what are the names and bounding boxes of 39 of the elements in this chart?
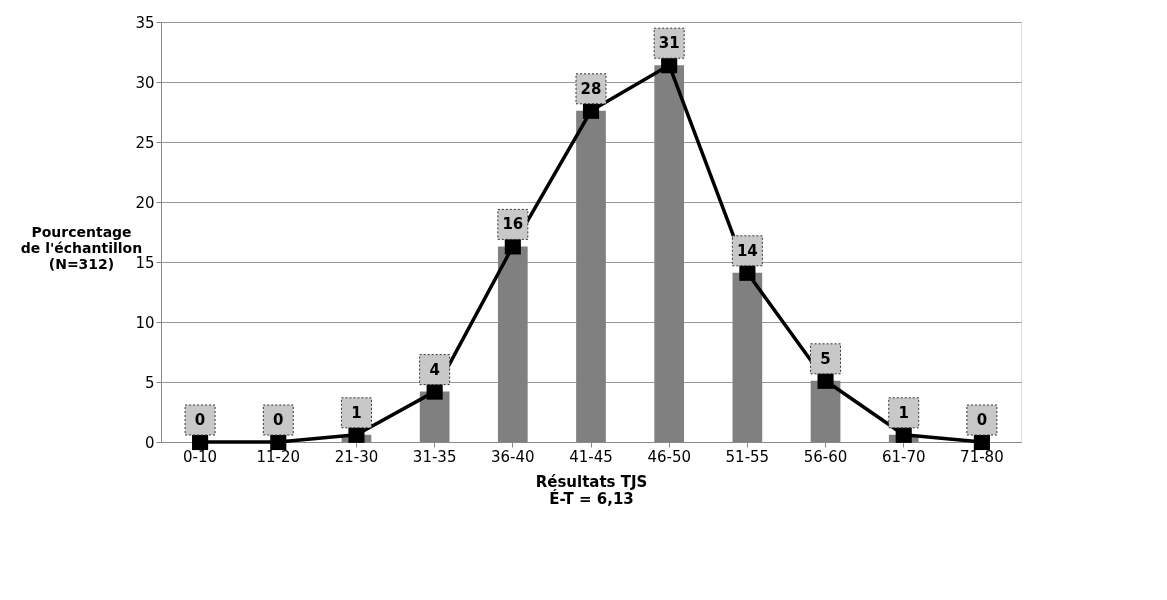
data-label: 0 — [194, 411, 206, 429]
point — [348, 426, 365, 443]
x-tick-label: 21-30 — [334, 447, 379, 466]
y-tick-label: 15 — [135, 253, 155, 272]
data-label: 5 — [820, 349, 831, 368]
point — [192, 433, 209, 451]
y-tick-label: 20 — [135, 193, 155, 212]
x-tick-label: 51-55 — [725, 447, 770, 466]
x-tick-label: 71-80 — [960, 447, 1004, 466]
data-label: 1 — [898, 403, 909, 422]
data-label: 14 — [736, 241, 758, 260]
point — [739, 264, 756, 281]
point — [817, 372, 834, 389]
point — [582, 102, 600, 119]
point — [270, 433, 287, 451]
x-tick-label: 36-40 — [491, 447, 535, 466]
data-label: 0 — [273, 411, 284, 429]
point — [895, 426, 912, 443]
y-tick-label: 0 — [144, 433, 155, 452]
data-label: 1 — [351, 403, 362, 422]
x-tick-label: 0-10 — [183, 447, 218, 466]
y-tick-label: 30 — [135, 73, 155, 92]
x-tick-label: 11-20 — [256, 447, 301, 466]
x-tick-label: 41-45 — [569, 447, 613, 466]
y-tick-label: 35 — [135, 13, 155, 32]
x-tick-label: 31-35 — [412, 447, 457, 466]
x-axis-title: Résultats TJS É-T = 6,13 — [535, 472, 648, 508]
data-label: 4 — [429, 360, 440, 379]
point — [973, 433, 990, 451]
y-tick-label: 10 — [135, 313, 155, 332]
y-tick-label: 25 — [135, 133, 155, 152]
x-tick-label: 46-50 — [647, 447, 691, 466]
x-tick-label: 61-70 — [881, 447, 926, 466]
data-label: 16 — [502, 215, 524, 234]
y-tick-label: 5 — [144, 373, 155, 392]
data-label: 0 — [976, 411, 988, 429]
data-label: 31 — [658, 34, 680, 53]
x-tick-label: 56-60 — [803, 447, 848, 466]
data-label: 28 — [580, 79, 602, 98]
